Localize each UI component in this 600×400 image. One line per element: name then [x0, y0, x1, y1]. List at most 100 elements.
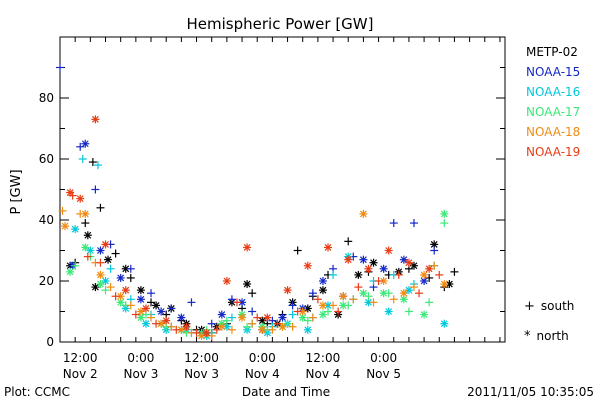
point-noaa-19-south	[374, 277, 383, 285]
x-tick-label-date: Nov 3	[123, 367, 158, 381]
x-tick-label-time: 0:00	[370, 351, 397, 365]
point-noaa-15-south	[167, 304, 176, 313]
point-noaa-18-south	[409, 283, 418, 292]
footer-plot-credit: Plot: CCMC	[4, 385, 70, 399]
point-noaa-19-south	[253, 313, 262, 322]
x-tick-label-time: 12:00	[63, 351, 98, 365]
point-noaa-17-south	[425, 298, 434, 307]
point-noaa-19-north	[303, 261, 312, 270]
point-noaa-18-south	[288, 322, 297, 331]
point-noaa-18-north	[440, 280, 449, 289]
point-noaa-15-south	[409, 219, 418, 228]
point-noaa-15-south	[389, 219, 398, 228]
point-noaa-15-south	[430, 246, 439, 255]
point-metp-02-north	[318, 286, 327, 295]
point-metp-02-south	[248, 289, 257, 298]
point-noaa-19-north	[162, 316, 171, 325]
point-noaa-19-south	[334, 307, 343, 316]
x-axis: 12:00 Nov 2 0:00 Nov 3 12:00 Nov 3 0:00 Nov 4 12…	[59, 37, 501, 381]
point-noaa-17-north	[318, 310, 327, 319]
point-noaa-19-north	[344, 255, 353, 264]
point-noaa-19-south	[354, 283, 363, 292]
point-metp-02-south	[344, 237, 353, 246]
point-noaa-15-south	[56, 63, 64, 72]
point-noaa-18-south	[126, 301, 135, 310]
x-tick-label-date: Nov 3	[184, 367, 219, 381]
point-noaa-19-south	[273, 319, 282, 328]
point-metp-02-south	[126, 273, 135, 282]
point-noaa-19-south	[83, 252, 92, 261]
legend-entry: NOAA-18	[526, 125, 580, 139]
point-noaa-17-south	[71, 261, 80, 270]
point-noaa-18-north	[61, 222, 70, 231]
point-metp-02-north	[354, 270, 363, 279]
point-noaa-15-south	[227, 295, 236, 304]
x-tick-label-date: Nov 4	[245, 367, 280, 381]
point-noaa-18-north	[238, 313, 247, 322]
point-noaa-16-south	[106, 264, 115, 273]
point-noaa-17-south	[440, 219, 449, 228]
point-noaa-16-south	[93, 161, 102, 170]
point-noaa-16-south	[227, 313, 236, 322]
point-noaa-15-north	[136, 295, 145, 304]
legend-entry: NOAA-15	[526, 65, 580, 79]
point-noaa-17-north	[136, 313, 145, 322]
point-noaa-19-north	[182, 322, 191, 331]
point-noaa-18-south	[308, 313, 317, 322]
point-noaa-19-north	[222, 277, 231, 285]
point-noaa-18-north	[339, 292, 348, 301]
y-tick-label: 60	[39, 152, 54, 166]
point-noaa-19-south	[212, 325, 221, 334]
point-noaa-19-north	[76, 194, 85, 203]
point-noaa-18-north	[96, 270, 105, 279]
point-noaa-17-north	[359, 289, 368, 298]
point-noaa-19-north	[101, 240, 110, 249]
point-noaa-17-south	[404, 307, 413, 316]
point-noaa-15-north	[96, 246, 105, 255]
point-noaa-18-north	[217, 322, 226, 331]
point-noaa-16-south	[288, 310, 297, 319]
point-noaa-16-north	[303, 325, 312, 334]
x-tick-label-time: 0:00	[249, 351, 276, 365]
point-noaa-15-south	[187, 298, 196, 307]
point-metp-02-north	[445, 280, 454, 289]
point-noaa-15-north	[177, 313, 186, 322]
x-tick-label-time: 0:00	[127, 351, 154, 365]
point-noaa-19-north	[66, 188, 75, 197]
point-metp-02-south	[450, 267, 459, 276]
point-noaa-17-north	[440, 209, 449, 218]
point-noaa-15-north	[278, 313, 287, 322]
point-noaa-17-north	[96, 280, 105, 289]
legend-entry: NOAA-19	[526, 145, 580, 159]
point-noaa-16-north	[101, 277, 110, 285]
point-metp-02-north	[83, 231, 92, 240]
point-noaa-15-north	[379, 264, 388, 273]
legend-entry: NOAA-16	[526, 85, 580, 99]
y-tick-label: 20	[39, 274, 54, 288]
point-noaa-19-north	[283, 286, 292, 295]
point-noaa-19-south	[111, 292, 120, 301]
chart-title: Hemispheric Power [GW]	[187, 15, 374, 33]
point-noaa-18-north	[116, 292, 125, 301]
point-noaa-17-south	[243, 322, 252, 331]
point-metp-02-south	[293, 246, 302, 255]
point-noaa-19-south	[152, 319, 161, 328]
point-noaa-19-south	[394, 270, 403, 279]
point-noaa-18-south	[349, 295, 358, 304]
point-noaa-19-north	[324, 243, 333, 252]
x-tick-label-time: 12:00	[306, 351, 341, 365]
point-noaa-15-north	[318, 277, 327, 285]
point-noaa-18-north	[318, 301, 327, 310]
legend-entry: NOAA-17	[526, 105, 580, 119]
point-metp-02-south	[81, 219, 90, 228]
point-noaa-17-north	[379, 289, 388, 298]
legend-marker-south: + south	[524, 299, 574, 314]
y-tick-label: 0	[46, 335, 54, 349]
point-noaa-19-north	[141, 304, 150, 313]
x-tick-label-date: Nov 4	[306, 367, 341, 381]
point-noaa-19-north	[263, 313, 272, 322]
point-noaa-18-south	[369, 298, 378, 307]
point-noaa-16-north	[384, 307, 393, 316]
point-noaa-15-north	[420, 277, 429, 285]
point-noaa-18-north	[399, 289, 408, 298]
